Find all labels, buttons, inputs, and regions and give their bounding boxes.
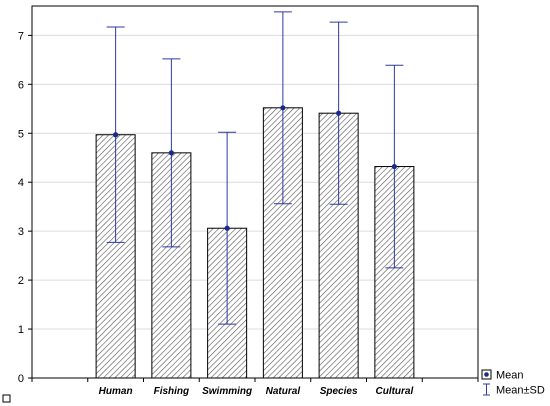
axes: 0 1 2 3 4 5 6 7 Human Fishing Swimming Natural Speci… [2,5,479,403]
category-label-human: Human [99,386,133,397]
y-tick-label: 5 [18,128,24,140]
category-label-natural: Natural [266,386,301,397]
y-tick-label: 6 [18,79,24,91]
category-label-swimming: Swimming [202,386,252,397]
mean-marker-fishing [168,150,174,156]
mean-marker-species [336,110,342,116]
category-label-species: Species [320,386,358,397]
corner-box [2,394,11,403]
mean-marker-natural [280,105,286,111]
y-tick-label: 3 [18,226,24,238]
category-label-fishing: Fishing [154,386,190,397]
bars [95,11,415,379]
y-tick-label: 1 [18,324,24,336]
category-label-cultural: Cultural [375,386,413,397]
legend-label-sd: Mean±SD [496,385,545,397]
legend-label-mean: Mean [496,370,524,382]
legend-mean-marker [484,372,489,377]
y-tick-label: 0 [18,373,24,385]
y-tick-label: 2 [18,275,24,287]
mean-marker-swimming [224,225,230,231]
mean-marker-cultural [391,163,397,170]
mean-marker-human [113,132,119,138]
y-tick-label: 4 [18,177,24,189]
legend: Mean Mean±SD [481,369,545,397]
y-tick-label: 7 [18,30,24,42]
